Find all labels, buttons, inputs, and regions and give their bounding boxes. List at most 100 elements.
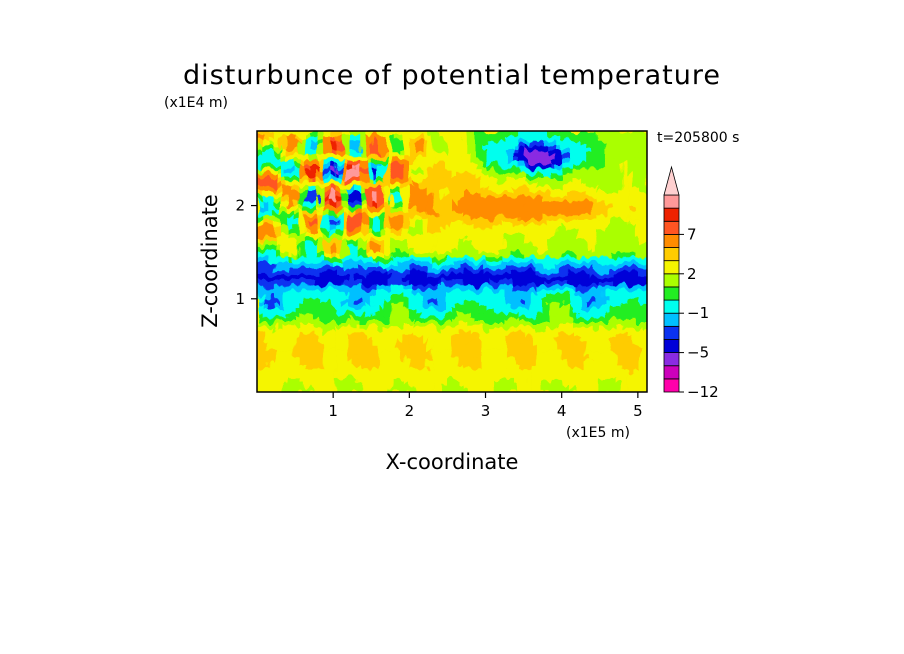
field-cell — [360, 186, 368, 192]
field-cell — [390, 158, 398, 165]
field-cell — [274, 163, 282, 169]
field-cell — [354, 200, 361, 206]
field-cell — [280, 139, 288, 146]
field-cell — [408, 317, 416, 323]
field-cell — [293, 349, 301, 356]
field-cell — [500, 167, 508, 174]
field-cell — [396, 368, 404, 374]
field-cell — [530, 279, 538, 286]
field-cell — [549, 200, 556, 206]
field-cell — [335, 363, 343, 370]
field-cell — [268, 177, 276, 183]
field-cell — [311, 205, 319, 211]
field-cell — [287, 312, 294, 318]
field-cell — [299, 307, 307, 314]
field-cell — [341, 312, 349, 318]
field-cell — [427, 144, 435, 151]
field-cell — [610, 195, 617, 202]
field-cell — [439, 186, 447, 192]
field-cell — [445, 289, 453, 295]
field-cell — [549, 377, 556, 384]
field-cell — [536, 335, 544, 342]
field-cell — [396, 326, 404, 332]
field-cell — [317, 181, 325, 188]
field-cell — [640, 265, 647, 272]
field-cell — [323, 335, 331, 342]
field-cell — [506, 181, 514, 188]
field-cell — [549, 209, 556, 216]
field-cell — [451, 270, 459, 276]
field-cell — [634, 205, 642, 211]
field-cell — [530, 209, 538, 216]
field-cell — [439, 177, 447, 183]
field-cell — [402, 163, 410, 169]
field-cell — [518, 158, 526, 165]
field-cell — [506, 293, 514, 300]
field-cell — [408, 261, 416, 267]
field-cell — [274, 289, 282, 295]
field-cell — [512, 354, 520, 360]
field-cell — [591, 149, 599, 155]
field-cell — [463, 386, 471, 392]
field-cell — [354, 219, 361, 225]
field-cell — [439, 284, 447, 290]
field-cell — [451, 158, 459, 165]
field-cell — [287, 135, 294, 141]
field-cell — [488, 181, 496, 188]
field-cell — [579, 209, 587, 216]
field-cell — [427, 139, 435, 146]
field-cell — [329, 195, 337, 202]
field-cell — [354, 247, 361, 253]
field-cell — [585, 284, 593, 290]
field-cell — [451, 167, 459, 174]
field-cell — [439, 131, 447, 137]
field-cell — [482, 293, 489, 300]
field-cell — [287, 153, 294, 160]
field-cell — [329, 279, 337, 286]
field-cell — [427, 335, 435, 342]
field-cell — [585, 247, 593, 253]
field-cell — [494, 144, 502, 151]
field-cell — [585, 270, 593, 276]
field-cell — [494, 270, 502, 276]
field-cell — [482, 270, 489, 276]
field-cell — [549, 167, 556, 174]
field-cell — [610, 349, 617, 356]
field-cell — [323, 223, 331, 230]
field-cell — [268, 331, 276, 337]
field-cell — [280, 354, 288, 360]
field-cell — [299, 368, 307, 374]
field-cell — [616, 233, 624, 239]
field-cell — [354, 331, 361, 337]
field-cell — [268, 261, 276, 267]
field-cell — [384, 382, 392, 388]
field-cell — [482, 186, 489, 192]
field-cell — [543, 382, 550, 388]
field-cell — [500, 256, 508, 262]
field-cell — [494, 289, 502, 295]
field-cell — [628, 177, 636, 183]
field-cell — [616, 368, 624, 374]
field-cell — [543, 163, 550, 169]
field-cell — [610, 284, 617, 290]
field-cell — [634, 135, 642, 141]
field-cell — [518, 228, 526, 234]
field-cell — [335, 377, 343, 384]
field-cell — [585, 144, 593, 151]
field-cell — [317, 349, 325, 356]
field-cell — [451, 172, 459, 179]
field-cell — [445, 358, 453, 365]
field-cell — [354, 284, 361, 290]
field-cell — [287, 237, 294, 244]
field-cell — [354, 307, 361, 314]
field-cell — [366, 186, 374, 192]
field-cell — [360, 354, 368, 360]
field-cell — [299, 289, 307, 295]
field-cell — [585, 265, 593, 272]
field-cell — [506, 214, 514, 220]
field-cell — [421, 172, 429, 179]
field-cell — [408, 228, 416, 234]
field-cell — [262, 214, 270, 220]
field-cell — [341, 167, 349, 174]
field-cell — [366, 195, 374, 202]
